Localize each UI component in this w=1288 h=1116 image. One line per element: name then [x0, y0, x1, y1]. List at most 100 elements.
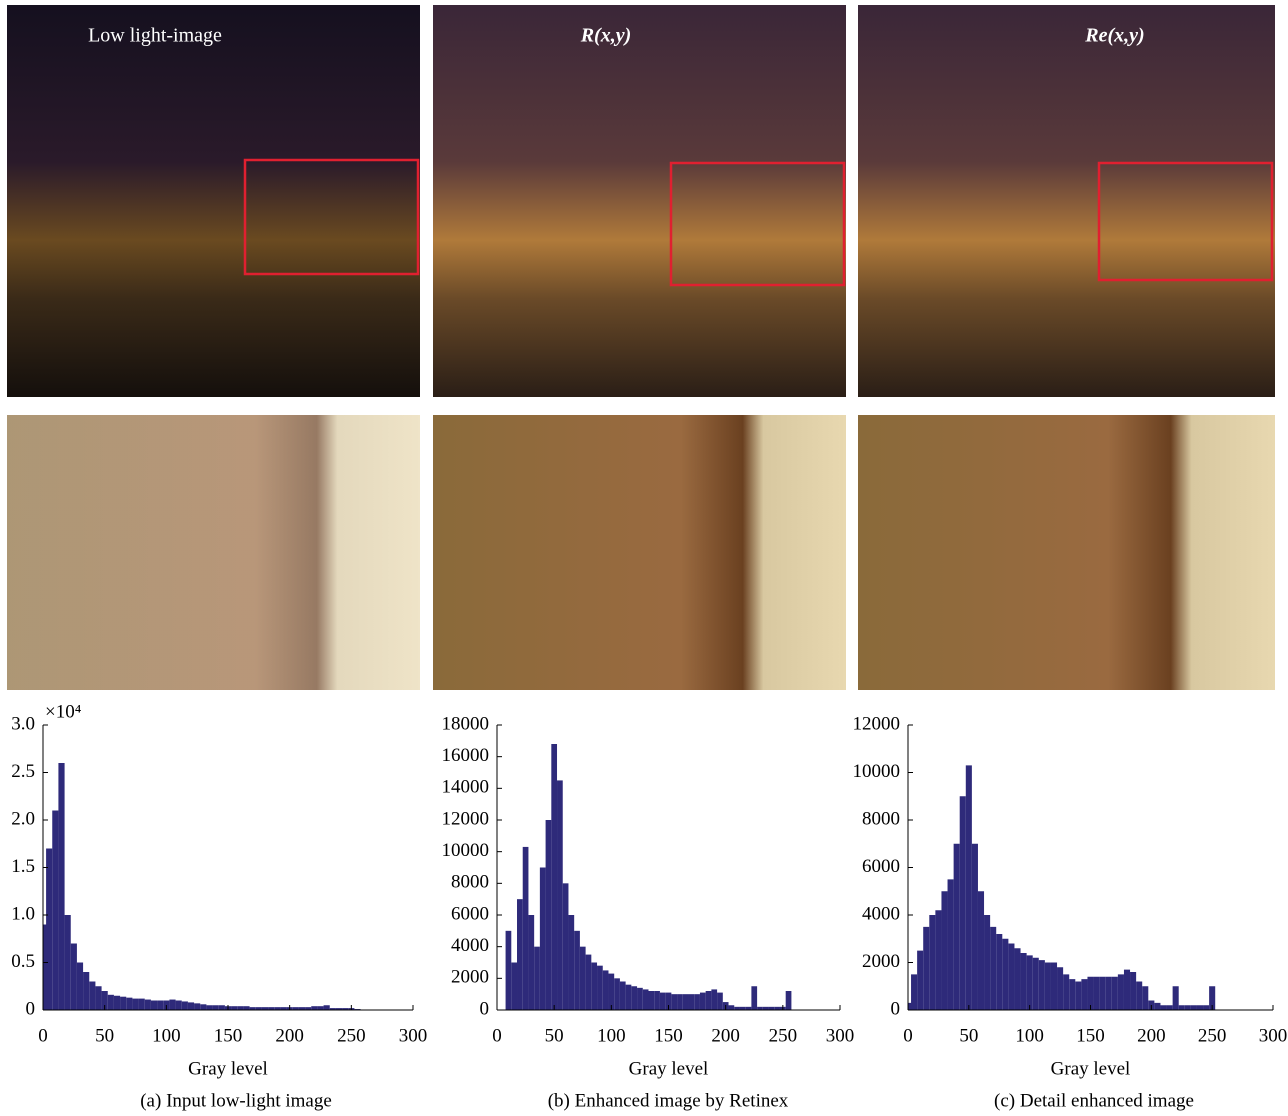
- y-tick-label: 10000: [442, 840, 490, 861]
- bar: [608, 974, 614, 1010]
- bar: [1094, 977, 1100, 1010]
- bar: [935, 910, 941, 1010]
- bar: [52, 811, 58, 1011]
- caption: (c) Detail enhanced image: [994, 1090, 1194, 1111]
- bar: [65, 915, 71, 1010]
- bar: [182, 1001, 188, 1010]
- bar: [546, 820, 552, 1010]
- bar: [1027, 955, 1033, 1010]
- bar: [631, 986, 637, 1010]
- bar: [169, 1000, 175, 1010]
- bar: [157, 1001, 163, 1011]
- y-tick-label: 8000: [862, 808, 900, 829]
- bar: [586, 955, 592, 1010]
- bar: [243, 1006, 249, 1010]
- x-tick-label: 150: [1076, 1025, 1105, 1046]
- bar: [694, 994, 700, 1010]
- bar: [1185, 1005, 1191, 1010]
- bar: [626, 985, 632, 1010]
- caption: (a) Input low-light image: [140, 1090, 332, 1111]
- y-tick-label: 1.0: [11, 903, 35, 924]
- bar: [1063, 974, 1069, 1010]
- y-tick-label: 3.0: [11, 713, 35, 734]
- bar: [324, 1005, 330, 1010]
- bar: [83, 972, 89, 1010]
- bar: [540, 868, 546, 1011]
- bar: [523, 847, 529, 1010]
- x-tick-label: 0: [492, 1025, 502, 1046]
- bar: [948, 879, 954, 1010]
- bar: [990, 927, 996, 1010]
- bar: [1173, 986, 1179, 1010]
- bar: [923, 927, 929, 1010]
- y-tick-label: 10000: [853, 761, 901, 782]
- bar: [1021, 953, 1027, 1010]
- photo: [433, 5, 846, 397]
- y-tick-label: 12000: [442, 808, 490, 829]
- y-tick-label: 14000: [442, 777, 490, 798]
- bar: [1118, 974, 1124, 1010]
- x-tick-label: 100: [1015, 1025, 1044, 1046]
- y-tick-label: 8000: [451, 872, 489, 893]
- bar: [1033, 958, 1039, 1010]
- bar: [563, 883, 569, 1010]
- image-label: Re(x,y): [1084, 25, 1144, 47]
- bar: [941, 891, 947, 1010]
- bar: [591, 963, 597, 1011]
- bar: [77, 963, 83, 1011]
- photos: Low light-image R(x,y) Re(x,y): [7, 5, 1275, 690]
- y-tick-label: 2.5: [11, 761, 35, 782]
- bar: [1075, 982, 1081, 1011]
- photo: [858, 5, 1275, 397]
- x-tick-label: 300: [399, 1025, 428, 1046]
- bar: [95, 986, 101, 1010]
- bar: [603, 970, 609, 1010]
- x-tick-label: 250: [769, 1025, 798, 1046]
- bar: [506, 931, 512, 1010]
- bar: [1203, 1005, 1209, 1010]
- y-tick-label: 0: [26, 998, 36, 1019]
- bar: [126, 998, 132, 1010]
- figure: Low light-image R(x,y) Re(x,y) (a) Input…: [0, 0, 1288, 1116]
- bar: [1112, 977, 1118, 1010]
- bar: [188, 1002, 194, 1010]
- x-tick-label: 200: [711, 1025, 740, 1046]
- x-tick-label: 100: [152, 1025, 181, 1046]
- bar: [729, 1005, 735, 1010]
- y-tick-label: 1.5: [11, 856, 35, 877]
- bar: [1002, 939, 1008, 1010]
- bar: [213, 1005, 219, 1010]
- bar: [551, 744, 557, 1010]
- bar: [237, 1006, 243, 1010]
- bar: [996, 934, 1002, 1010]
- x-tick-label: 200: [275, 1025, 304, 1046]
- photo: [7, 5, 420, 397]
- bar: [231, 1006, 237, 1010]
- bar: [660, 993, 666, 1010]
- bar: [139, 999, 145, 1010]
- x-tick-label: 150: [214, 1025, 243, 1046]
- bar: [176, 1001, 182, 1011]
- bar: [1191, 1005, 1197, 1010]
- x-tick-label: 50: [95, 1025, 114, 1046]
- bar: [528, 915, 534, 1010]
- bar: [89, 982, 95, 1011]
- bar: [568, 915, 574, 1010]
- bar: [972, 844, 978, 1010]
- bar: [1130, 972, 1136, 1010]
- bar: [534, 947, 540, 1010]
- bar: [580, 947, 586, 1010]
- bar: [1045, 963, 1051, 1011]
- bar: [1057, 967, 1063, 1010]
- x-tick-label: 0: [38, 1025, 48, 1046]
- y-tick-label: 2000: [451, 967, 489, 988]
- bar: [648, 991, 654, 1010]
- x-tick-label: 50: [545, 1025, 564, 1046]
- y-tick-label: 6000: [451, 903, 489, 924]
- bar: [978, 891, 984, 1010]
- x-tick-label: 300: [826, 1025, 855, 1046]
- bar: [706, 991, 712, 1010]
- image-label: R(x,y): [580, 25, 632, 47]
- x-tick-label: 250: [337, 1025, 366, 1046]
- x-axis-label: Gray level: [629, 1058, 709, 1079]
